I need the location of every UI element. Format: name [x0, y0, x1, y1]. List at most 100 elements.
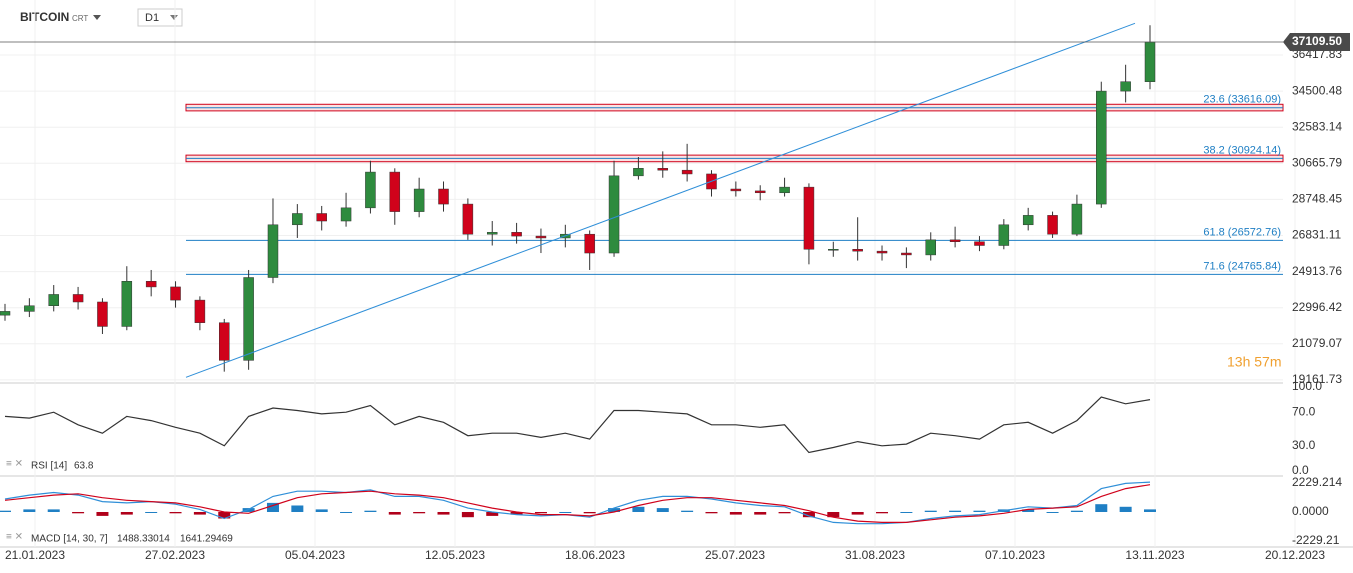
- macd-histogram-bar: [1070, 510, 1083, 512]
- candle-body: [535, 235, 547, 239]
- candle-body: [1096, 90, 1107, 205]
- candle-body: [998, 224, 1010, 246]
- y-tick-label: 30.0: [1292, 438, 1316, 452]
- macd-histogram-bar: [486, 511, 499, 516]
- panel-icons: ≡ ✕: [6, 532, 23, 543]
- symbol[interactable]: BITCOIN: [20, 10, 69, 24]
- macd-histogram-bar: [973, 510, 986, 512]
- y-tick-label: 21079.07: [1292, 336, 1342, 350]
- macd-line: [4, 481, 1151, 525]
- macd-histogram-bar: [559, 511, 572, 513]
- y-tick-label: -2229.21: [1292, 533, 1340, 547]
- fib-label: 71.6 (24765.84): [1203, 260, 1281, 272]
- macd-histogram-bar: [0, 510, 11, 512]
- interval-select[interactable]: [137, 8, 183, 27]
- macd-histogram-bar: [656, 508, 669, 512]
- macd-histogram-bar: [876, 511, 889, 514]
- macd-histogram-bar: [364, 510, 377, 512]
- macd-name: MACD [14, 30, 7]: [31, 534, 108, 545]
- macd-histogram-bar: [754, 511, 767, 515]
- candle-body: [121, 281, 133, 327]
- y-tick-label: 30665.79: [1292, 155, 1342, 169]
- macd-histogram-bar: [827, 511, 840, 518]
- candle-body: [486, 232, 498, 235]
- x-tick-label: 25.07.2023: [705, 548, 765, 562]
- candle-body: [681, 169, 693, 175]
- candle-timer: 13h 57m: [1227, 354, 1281, 370]
- candle-body: [901, 252, 912, 256]
- candle-body: [1047, 215, 1058, 235]
- candle-body: [633, 168, 644, 177]
- price-tag: [1283, 32, 1350, 51]
- macd-histogram-bar: [315, 509, 328, 512]
- macd-histogram-bar: [510, 511, 523, 515]
- candle-body: [243, 277, 254, 361]
- macd-histogram-bar: [340, 511, 353, 513]
- macd-histogram-bar: [632, 506, 645, 512]
- candle-body: [754, 190, 766, 194]
- candle-body: [462, 203, 474, 235]
- macd-histogram-bar: [583, 511, 596, 514]
- x-tick-label: 13.11.2023: [1125, 548, 1184, 562]
- x-tick-label: 21.01.2023: [5, 548, 65, 562]
- rsi-name: RSI [14]: [31, 461, 67, 472]
- candle-body: [365, 171, 376, 209]
- macd-histogram-bar: [23, 509, 36, 512]
- y-tick-label: 0.0000: [1292, 504, 1329, 518]
- candle-body: [316, 213, 327, 222]
- x-tick-label: 18.06.2023: [565, 548, 625, 562]
- macd-histogram-bar: [1022, 509, 1035, 512]
- candle-body: [584, 233, 595, 254]
- x-tick-label: 12.05.2023: [425, 548, 485, 562]
- y-tick-label: 22996.42: [1292, 300, 1342, 314]
- macd-histogram-bar: [851, 511, 864, 515]
- y-tick-label: 19161.73: [1292, 372, 1342, 386]
- candle-body: [828, 249, 839, 251]
- panel-icons: ≡ ✕: [6, 459, 23, 470]
- macd-histogram-bar: [681, 510, 694, 512]
- dropdown-arrow[interactable]: [93, 15, 101, 20]
- candle-body: [779, 186, 790, 194]
- macd-histogram-bar: [193, 511, 206, 515]
- y-tick-label: 32583.14: [1292, 119, 1342, 133]
- signal-last: 1641.29469: [180, 534, 233, 545]
- y-tick-label: 70.0: [1292, 404, 1316, 418]
- macd-histogram-bar: [1095, 504, 1108, 512]
- macd-histogram-bar: [218, 511, 231, 519]
- candle-body: [413, 188, 425, 212]
- macd-histogram-bar: [802, 511, 815, 518]
- candle-body: [608, 175, 620, 254]
- candle-body: [925, 239, 936, 256]
- y-tick-label: 0.0: [1292, 463, 1309, 477]
- macd-histogram-bar: [96, 511, 109, 516]
- macd-histogram-bar: [266, 502, 279, 512]
- last-price-label: 37109.50: [1292, 34, 1342, 48]
- macd-histogram-bar: [291, 505, 304, 512]
- macd-histogram-bar: [729, 511, 742, 515]
- candle-body: [730, 188, 742, 192]
- candle-body: [1071, 203, 1083, 235]
- candle-body: [803, 186, 815, 250]
- macd-histogram-bar: [1046, 511, 1059, 513]
- candle-body: [1022, 215, 1034, 226]
- candle-body: [852, 249, 863, 252]
- candle-body: [292, 213, 303, 226]
- fib-label: 61.8 (26572.76): [1203, 226, 1281, 238]
- x-tick-label: 27.02.2023: [145, 548, 205, 562]
- market: CRT: [72, 14, 88, 23]
- candle-body: [1144, 41, 1156, 82]
- candle-body: [1120, 81, 1131, 92]
- y-tick-label: 100.0: [1292, 379, 1322, 393]
- fib-label: 23.6 (33616.09): [1203, 94, 1281, 106]
- y-tick-label: 26831.11: [1292, 228, 1341, 242]
- macd-histogram-bar: [705, 511, 718, 514]
- macd-histogram-bar: [1144, 509, 1156, 512]
- rsi-last: 63.8: [74, 461, 94, 472]
- candle-body: [145, 281, 157, 288]
- macd-histogram-bar: [1119, 506, 1132, 512]
- macd-histogram-bar: [437, 511, 450, 515]
- interval[interactable]: D1: [145, 12, 159, 24]
- candle-body: [219, 322, 230, 361]
- macd-histogram-bar: [608, 508, 621, 512]
